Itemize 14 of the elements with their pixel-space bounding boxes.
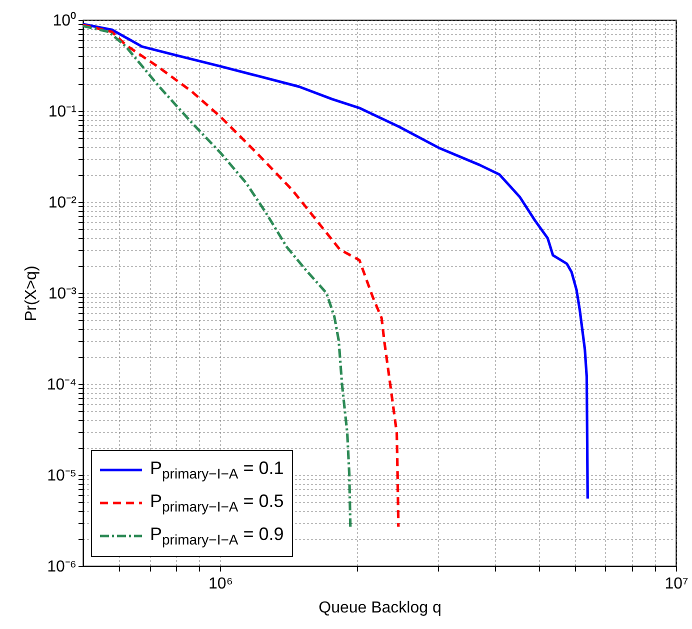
y-tick-label: 10⁻⁶ [47, 558, 76, 576]
y-tick-label: 10⁰ [52, 12, 76, 30]
y-tick-label: 10⁻¹ [48, 104, 76, 120]
x-axis-title: Queue Backlog q [318, 600, 442, 616]
y-axis-title: Pr(X>q) [22, 266, 40, 322]
x-tick-label: 10⁷ [664, 576, 688, 592]
y-tick-label: 10⁻³ [48, 286, 78, 302]
legend-label: P$_{primary−I−A}$ = 0.1 [150, 458, 284, 482]
legend-label: P$_{primary−I−A}$ = 0.9 [150, 524, 284, 548]
y-tick-label: 10⁻⁴ [46, 376, 77, 394]
y-tick-label: 10⁻⁵ [47, 468, 76, 484]
legend-label: P$_{primary−I−A}$ = 0.5 [150, 490, 284, 514]
y-tick-label: 10⁻² [48, 194, 78, 212]
x-tick-label: 10⁶ [208, 576, 233, 592]
